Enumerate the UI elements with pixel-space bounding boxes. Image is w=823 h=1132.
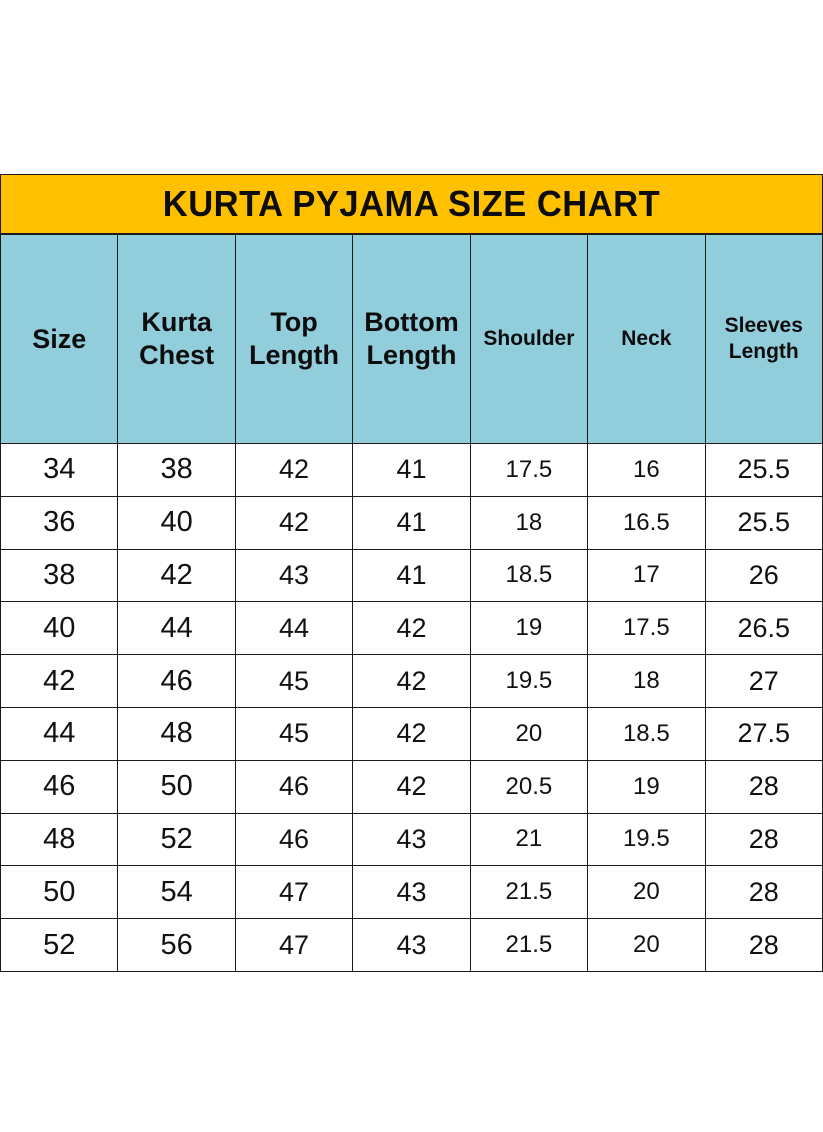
table-header-row: Size Kurta Chest Top Length Bottom Length Sh…: [0, 233, 823, 444]
column-header-kurta-chest: Kurta Chest: [117, 233, 236, 444]
cell-top-length: 47: [234, 865, 354, 920]
table-row: 42 46 45 42 19.5 18 27: [0, 654, 823, 708]
kurta-pyjama-size-chart-table: KURTA PYJAMA SIZE CHART Size Kurta Chest T…: [0, 174, 823, 972]
cell-bottom-length: 42: [352, 759, 471, 814]
cell-neck: 18.5: [587, 706, 706, 761]
table-row: 34 38 42 41 17.5 16 25.5: [0, 443, 823, 497]
cell-neck: 16: [587, 443, 706, 497]
table-row: 50 54 47 43 21.5 20 28: [0, 865, 823, 920]
table-row: 36 40 42 41 18 16.5 25.5: [0, 495, 823, 550]
cell-neck: 17.5: [587, 601, 706, 656]
cell-bottom-length: 43: [352, 865, 471, 920]
column-header-neck: Neck: [587, 233, 706, 444]
page-title: KURTA PYJAMA SIZE CHART: [162, 183, 661, 224]
cell-kurta-chest: 56: [117, 918, 236, 972]
cell-sleeves-length: 26.5: [704, 601, 823, 656]
cell-neck: 18: [587, 654, 706, 708]
cell-size: 40: [0, 601, 119, 656]
cell-sleeves-length: 25.5: [704, 495, 823, 550]
cell-shoulder: 21: [469, 812, 589, 867]
cell-kurta-chest: 44: [117, 601, 236, 656]
cell-size: 36: [0, 495, 119, 550]
cell-shoulder: 19: [469, 601, 589, 656]
cell-top-length: 43: [234, 548, 354, 603]
column-header-size: Size: [0, 233, 119, 444]
table-row: 38 42 43 41 18.5 17 26: [0, 548, 823, 603]
table-row: 40 44 44 42 19 17.5 26.5: [0, 601, 823, 656]
cell-bottom-length: 43: [352, 918, 471, 972]
table-body: KURTA PYJAMA SIZE CHART Size Kurta Chest T…: [0, 174, 823, 972]
cell-size: 44: [0, 706, 119, 761]
cell-top-length: 42: [234, 443, 354, 497]
cell-bottom-length: 43: [352, 812, 471, 867]
cell-sleeves-length: 28: [704, 918, 823, 972]
cell-bottom-length: 42: [352, 601, 471, 656]
cell-bottom-length: 42: [352, 654, 471, 708]
cell-sleeves-length: 25.5: [704, 443, 823, 497]
cell-size: 38: [0, 548, 119, 603]
cell-neck: 19.5: [587, 812, 706, 867]
table-row: 44 48 45 42 20 18.5 27.5: [0, 706, 823, 761]
cell-size: 34: [0, 443, 119, 497]
cell-kurta-chest: 54: [117, 865, 236, 920]
table-row: 46 50 46 42 20.5 19 28: [0, 759, 823, 814]
cell-kurta-chest: 46: [117, 654, 236, 708]
cell-kurta-chest: 52: [117, 812, 236, 867]
cell-sleeves-length: 28: [704, 865, 823, 920]
cell-shoulder: 21.5: [469, 918, 589, 972]
cell-neck: 20: [587, 918, 706, 972]
chart-title-row: KURTA PYJAMA SIZE CHART: [0, 174, 823, 235]
cell-shoulder: 19.5: [469, 654, 589, 708]
cell-bottom-length: 42: [352, 706, 471, 761]
cell-top-length: 46: [234, 759, 354, 814]
cell-top-length: 45: [234, 654, 354, 708]
cell-top-length: 47: [234, 918, 354, 972]
cell-shoulder: 20: [469, 706, 589, 761]
cell-size: 42: [0, 654, 119, 708]
cell-sleeves-length: 28: [704, 759, 823, 814]
cell-kurta-chest: 50: [117, 759, 236, 814]
cell-bottom-length: 41: [352, 495, 471, 550]
cell-kurta-chest: 48: [117, 706, 236, 761]
cell-shoulder: 18: [469, 495, 589, 550]
cell-neck: 19: [587, 759, 706, 814]
cell-top-length: 46: [234, 812, 354, 867]
cell-sleeves-length: 26: [704, 548, 823, 603]
cell-kurta-chest: 42: [117, 548, 236, 603]
cell-shoulder: 17.5: [469, 443, 589, 497]
cell-neck: 17: [587, 548, 706, 603]
cell-neck: 20: [587, 865, 706, 920]
cell-kurta-chest: 38: [117, 443, 236, 497]
cell-size: 50: [0, 865, 119, 920]
table-row: 52 56 47 43 21.5 20 28: [0, 918, 823, 972]
table-row: 48 52 46 43 21 19.5 28: [0, 812, 823, 867]
cell-sleeves-length: 27: [704, 654, 823, 708]
column-header-top-length: Top Length: [234, 233, 354, 444]
cell-size: 46: [0, 759, 119, 814]
cell-top-length: 42: [234, 495, 354, 550]
cell-bottom-length: 41: [352, 548, 471, 603]
cell-shoulder: 21.5: [469, 865, 589, 920]
size-chart-container: KURTA PYJAMA SIZE CHART Size Kurta Chest T…: [0, 174, 823, 972]
cell-neck: 16.5: [587, 495, 706, 550]
cell-sleeves-length: 28: [704, 812, 823, 867]
cell-shoulder: 18.5: [469, 548, 589, 603]
cell-top-length: 44: [234, 601, 354, 656]
column-header-bottom-length: Bottom Length: [352, 233, 471, 444]
cell-sleeves-length: 27.5: [704, 706, 823, 761]
cell-size: 52: [0, 918, 119, 972]
cell-size: 48: [0, 812, 119, 867]
cell-top-length: 45: [234, 706, 354, 761]
column-header-shoulder: Shoulder: [469, 233, 589, 444]
cell-shoulder: 20.5: [469, 759, 589, 814]
cell-kurta-chest: 40: [117, 495, 236, 550]
chart-title-cell: KURTA PYJAMA SIZE CHART: [0, 174, 823, 235]
cell-bottom-length: 41: [352, 443, 471, 497]
column-header-sleeves-length: Sleeves Length: [704, 233, 823, 444]
